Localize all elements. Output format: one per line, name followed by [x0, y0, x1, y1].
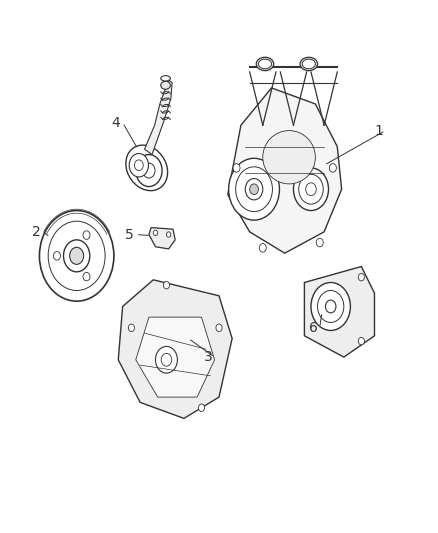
Ellipse shape	[302, 59, 315, 69]
Polygon shape	[136, 317, 215, 397]
Text: 2: 2	[32, 225, 40, 239]
Circle shape	[229, 158, 279, 220]
Ellipse shape	[300, 57, 318, 70]
Circle shape	[155, 346, 177, 373]
Circle shape	[306, 183, 316, 196]
Circle shape	[64, 240, 90, 272]
Polygon shape	[145, 80, 172, 155]
Circle shape	[129, 154, 148, 177]
Circle shape	[83, 231, 90, 239]
Circle shape	[293, 168, 328, 211]
Circle shape	[39, 211, 114, 301]
Text: 4: 4	[112, 116, 120, 130]
Circle shape	[259, 244, 266, 252]
Circle shape	[311, 282, 350, 330]
Polygon shape	[228, 88, 342, 253]
Circle shape	[216, 324, 222, 332]
Circle shape	[163, 281, 170, 289]
Text: 5: 5	[125, 228, 134, 241]
Polygon shape	[118, 280, 232, 418]
Circle shape	[153, 230, 158, 236]
Circle shape	[83, 272, 90, 281]
Circle shape	[128, 324, 134, 332]
Circle shape	[198, 404, 205, 411]
Ellipse shape	[258, 59, 272, 69]
Circle shape	[316, 238, 323, 247]
Text: 3: 3	[204, 350, 212, 364]
Circle shape	[318, 290, 344, 322]
Ellipse shape	[161, 76, 170, 81]
Ellipse shape	[263, 131, 315, 184]
Circle shape	[136, 155, 162, 187]
Text: 6: 6	[309, 321, 318, 335]
Circle shape	[358, 273, 364, 281]
Polygon shape	[149, 228, 175, 249]
Circle shape	[299, 174, 323, 204]
Circle shape	[161, 353, 172, 366]
Circle shape	[233, 164, 240, 172]
Circle shape	[143, 163, 155, 178]
Circle shape	[245, 179, 263, 200]
Circle shape	[236, 167, 272, 212]
Circle shape	[134, 160, 143, 171]
Circle shape	[166, 232, 171, 237]
Ellipse shape	[126, 145, 168, 191]
Polygon shape	[304, 266, 374, 357]
Circle shape	[53, 252, 60, 260]
Text: 1: 1	[374, 124, 383, 138]
Circle shape	[70, 247, 84, 264]
Ellipse shape	[161, 81, 170, 89]
Circle shape	[48, 221, 105, 290]
Circle shape	[358, 337, 364, 345]
Ellipse shape	[256, 57, 274, 70]
Circle shape	[325, 300, 336, 313]
Circle shape	[250, 184, 258, 195]
Circle shape	[329, 164, 336, 172]
